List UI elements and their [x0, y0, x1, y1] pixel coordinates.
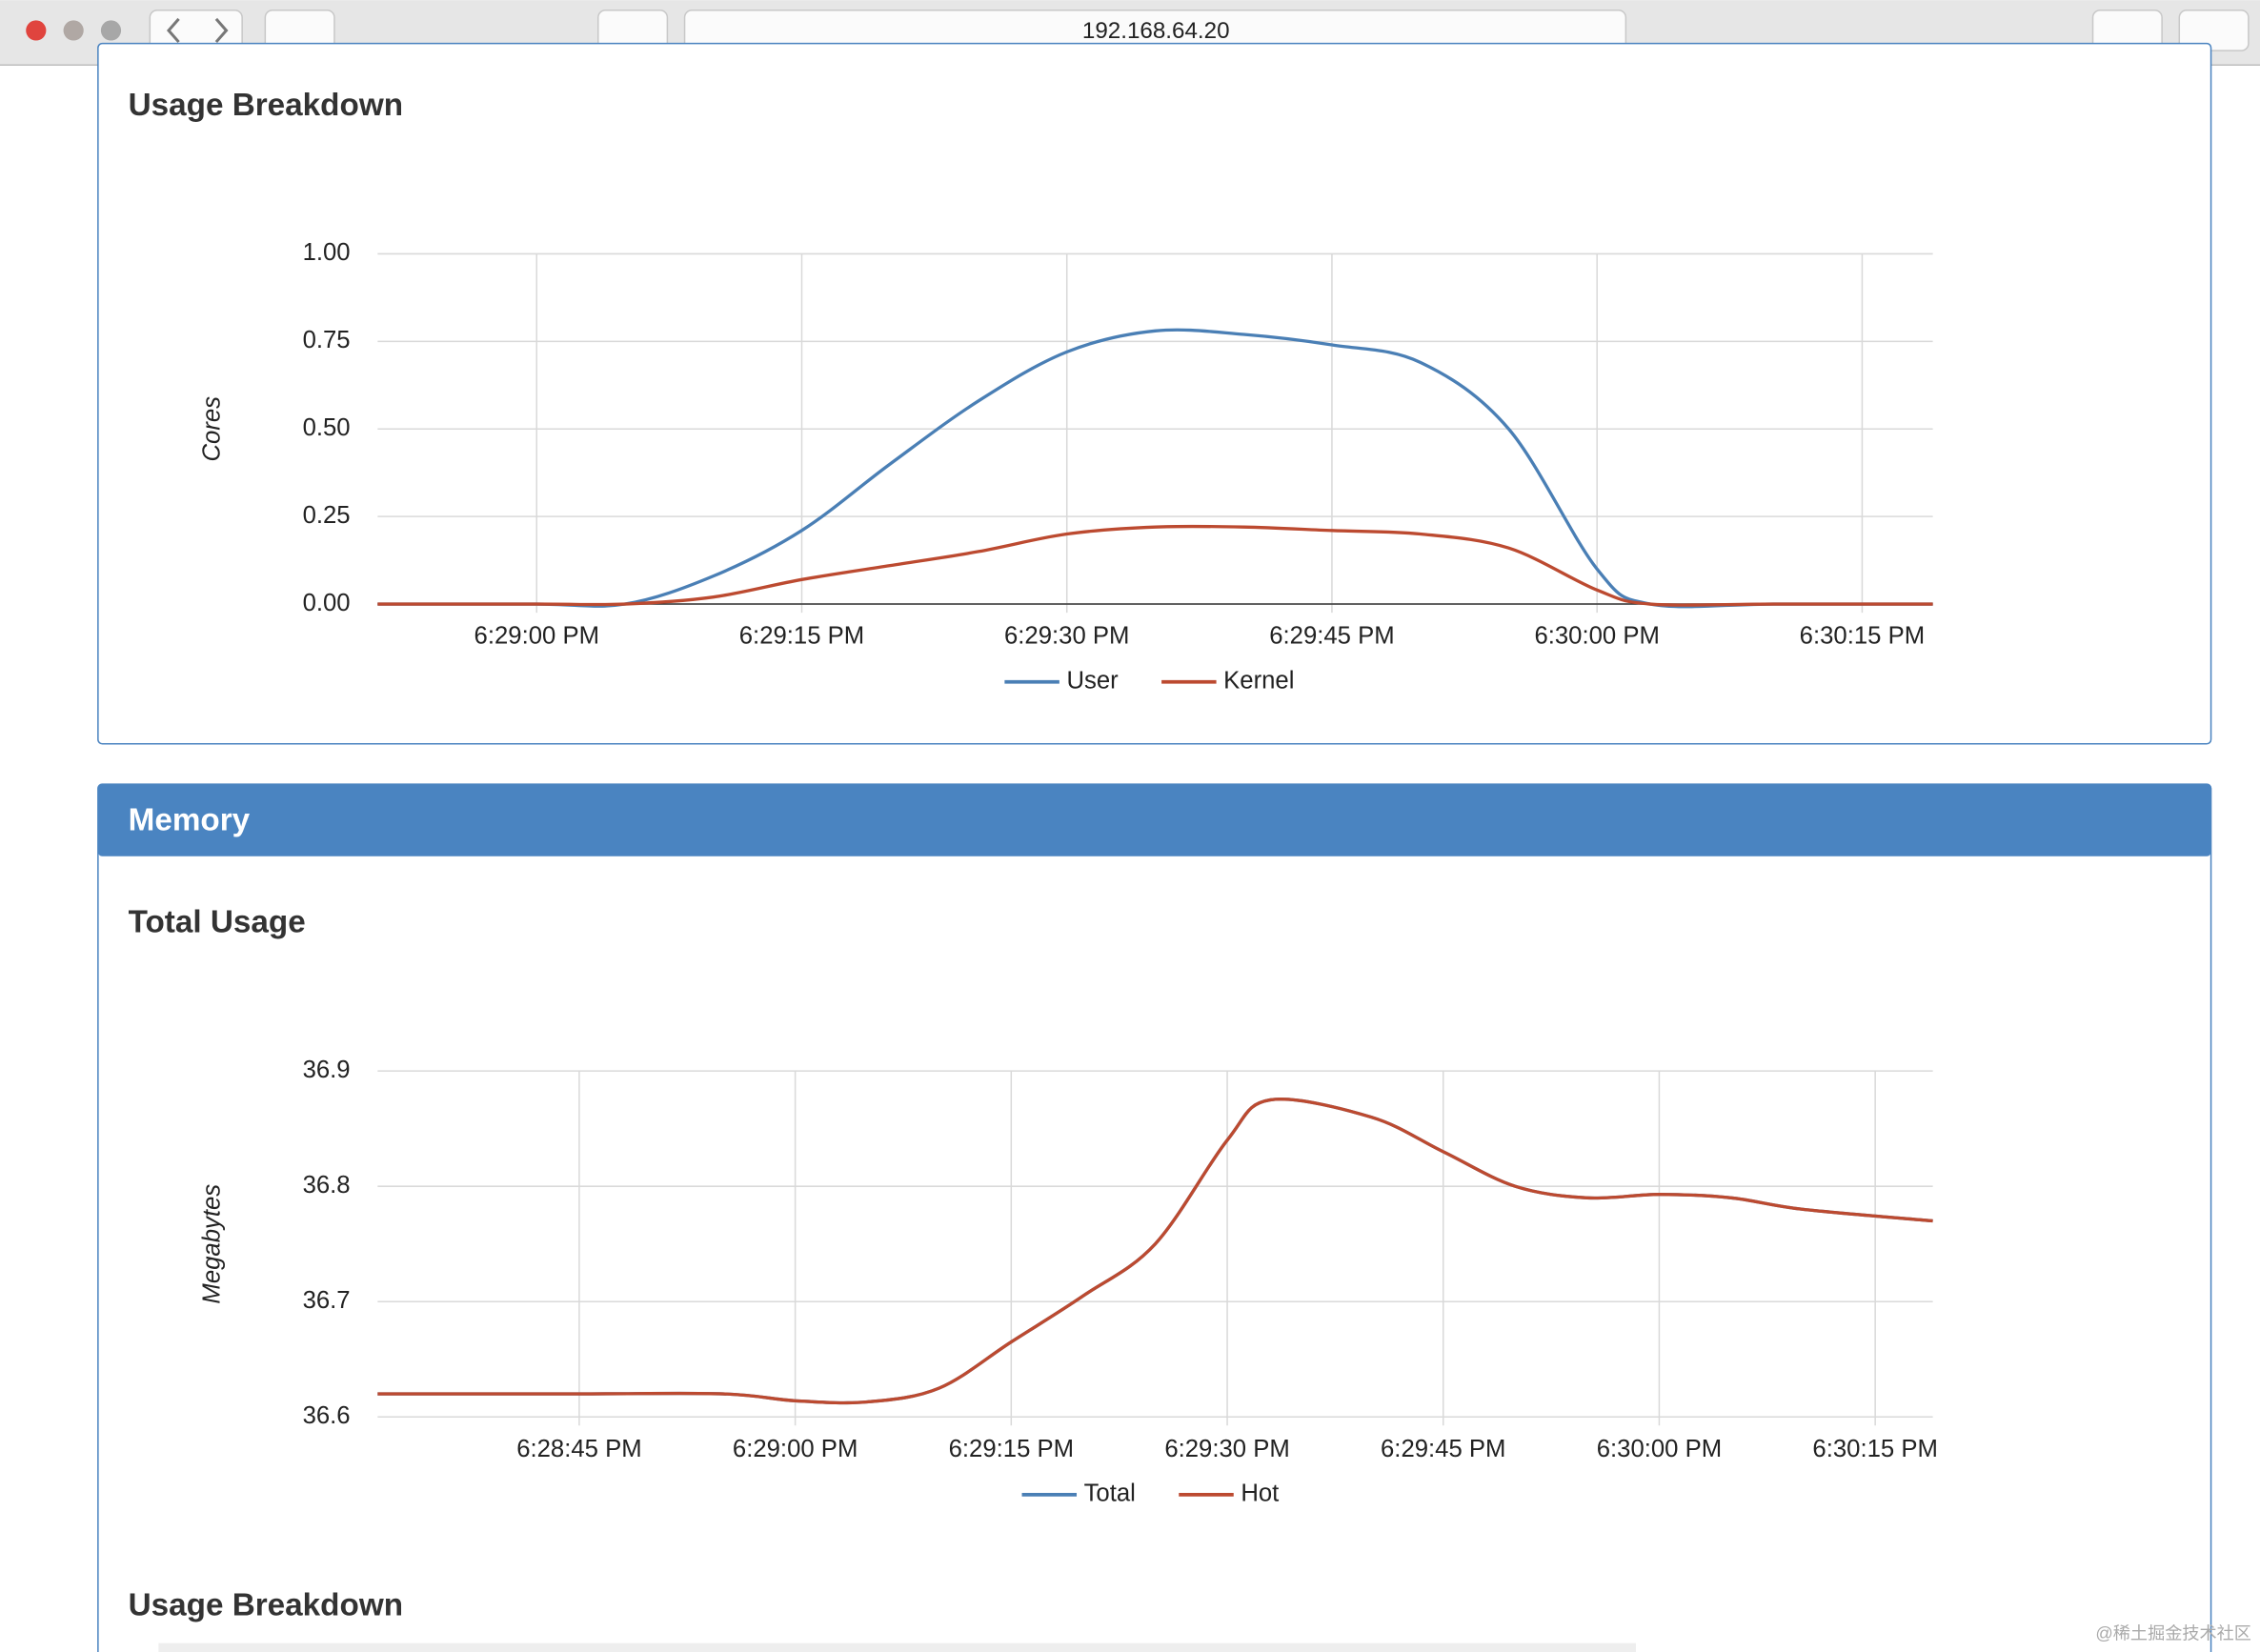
x-tick-label: 6:30:00 PM	[1597, 1436, 1722, 1462]
series-line	[377, 524, 1933, 607]
url: 192.168.64.20	[1082, 18, 1230, 44]
y-tick-label: 0.50	[303, 414, 351, 441]
minimize-button[interactable]	[63, 20, 84, 41]
section-title: Usage Breakdown	[129, 1588, 403, 1623]
cpu-panel	[97, 42, 2212, 745]
legend-label: User	[1066, 668, 1119, 695]
x-tick-label: 6:30:15 PM	[1800, 623, 1925, 650]
panel-header	[97, 784, 2211, 856]
zoom-button[interactable]	[100, 20, 122, 41]
x-tick-label: 6:29:15 PM	[739, 623, 864, 650]
y-tick-label: 1.00	[303, 239, 351, 266]
legend-label: Kernel	[1223, 668, 1294, 695]
watermark: @稀土掘金技术社区	[2095, 1623, 2251, 1642]
x-tick-label: 6:29:45 PM	[1269, 623, 1394, 650]
legend-label: Hot	[1241, 1481, 1279, 1507]
y-tick-label: 0.75	[303, 327, 351, 353]
y-tick-label: 36.6	[303, 1402, 351, 1429]
x-tick-label: 6:29:00 PM	[733, 1436, 858, 1462]
close-button[interactable]	[26, 20, 47, 41]
section-title: Usage Breakdown	[129, 88, 403, 123]
x-tick-label: 6:29:00 PM	[474, 623, 599, 650]
legend-label: Total	[1084, 1481, 1136, 1507]
y-tick-label: 0.25	[303, 502, 351, 529]
x-tick-label: 6:30:00 PM	[1534, 623, 1659, 650]
x-tick-label: 6:29:30 PM	[1004, 623, 1129, 650]
x-tick-label: 6:29:30 PM	[1164, 1436, 1289, 1462]
y-axis-label: Megabytes	[199, 1184, 226, 1304]
section-title: Total Usage	[129, 905, 306, 940]
progress-bar	[158, 1642, 1636, 1652]
series-line	[377, 328, 1933, 609]
panel-header-title: Memory	[129, 802, 251, 837]
x-tick-label: 6:29:15 PM	[949, 1436, 1074, 1462]
x-tick-label: 6:28:45 PM	[516, 1436, 641, 1462]
x-tick-label: 6:30:15 PM	[1812, 1436, 1937, 1462]
y-tick-label: 36.7	[303, 1287, 351, 1314]
y-axis-label: Cores	[199, 396, 226, 462]
y-tick-label: 0.00	[303, 590, 351, 616]
nav-arrows	[166, 17, 229, 44]
tabs-button[interactable]	[2178, 10, 2250, 51]
x-tick-label: 6:29:45 PM	[1381, 1436, 1505, 1462]
series-line	[377, 1098, 1933, 1405]
y-tick-label: 36.8	[303, 1172, 351, 1199]
y-tick-label: 36.9	[303, 1057, 351, 1083]
